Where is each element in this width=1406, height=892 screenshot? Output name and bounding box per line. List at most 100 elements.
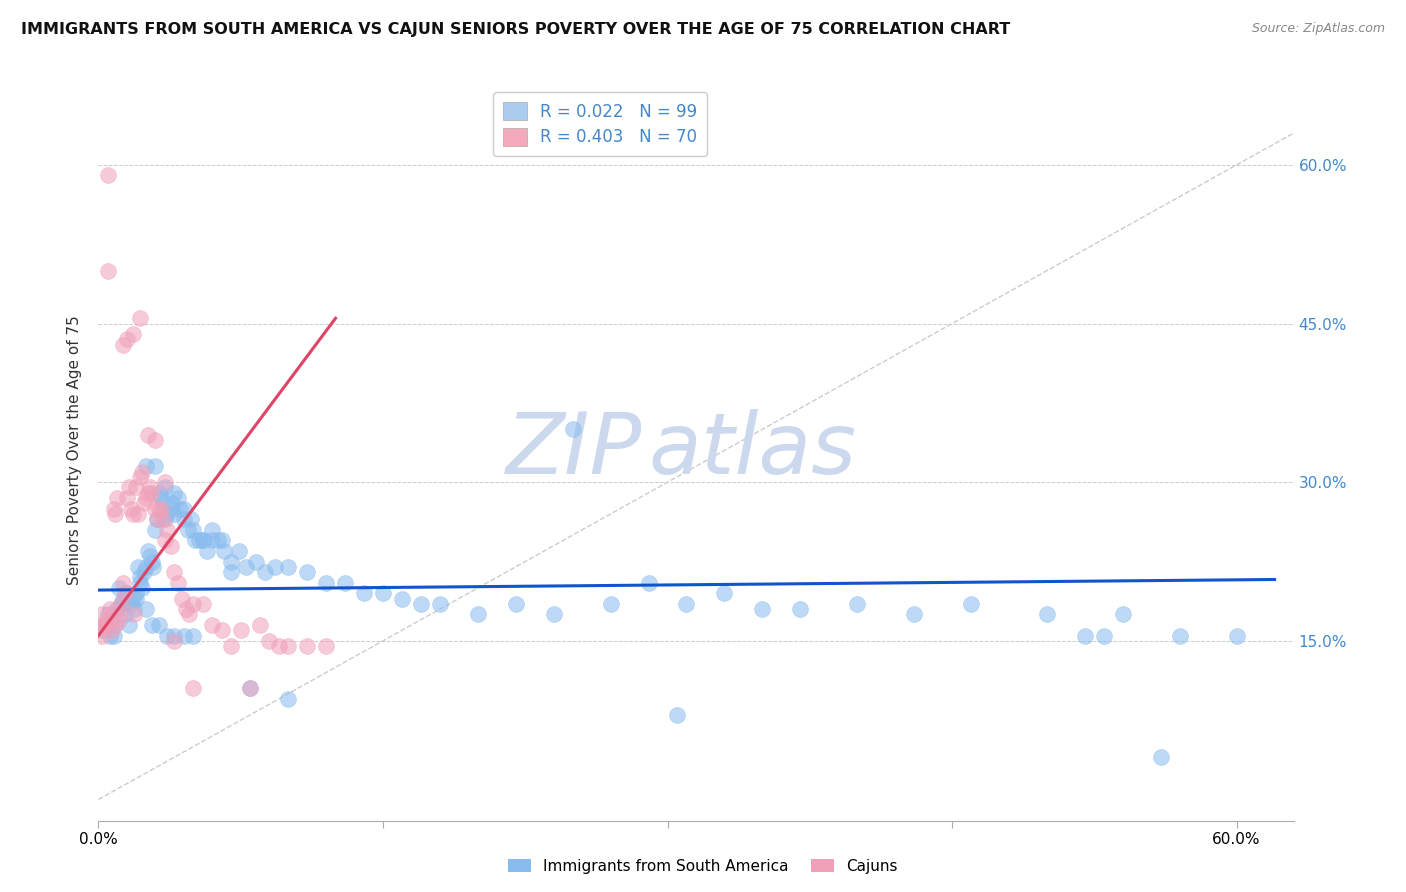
Point [132,565,155,579]
Point [188,533,211,548]
Point [713,586,735,600]
Legend: Immigrants from South America, Cajuns: Immigrants from South America, Cajuns [502,853,904,880]
Point [115,333,138,347]
Point [143,433,166,447]
Point [136,544,159,558]
Point [201,533,224,548]
Point [150,501,173,516]
Point [1092,628,1115,642]
Point [267,639,290,653]
Point [599,597,621,611]
Point [131,465,153,479]
Point [239,681,262,696]
Point [129,570,152,584]
Point [201,523,224,537]
Text: atlas: atlas [648,409,856,492]
Point [108,581,131,595]
Point [159,501,181,516]
Point [181,597,204,611]
Point [118,618,141,632]
Point [105,602,128,616]
Point [960,597,983,611]
Point [191,533,214,548]
Point [229,624,252,638]
Point [105,491,128,505]
Point [1226,628,1249,642]
Point [110,597,132,611]
Point [333,575,356,590]
Point [180,512,202,526]
Point [169,501,191,516]
Point [184,533,207,548]
Point [156,507,179,521]
Point [245,554,267,569]
Point [114,607,136,622]
Point [115,586,138,600]
Point [104,507,127,521]
Point [100,624,122,638]
Point [135,491,157,505]
Point [89,624,111,638]
Point [127,507,149,521]
Point [97,263,120,277]
Point [141,485,163,500]
Point [148,618,170,632]
Point [97,607,120,622]
Point [97,169,120,183]
Point [263,559,285,574]
Point [143,459,166,474]
Point [129,311,152,326]
Point [108,613,131,627]
Point [170,591,193,606]
Point [153,481,176,495]
Text: Source: ZipAtlas.com: Source: ZipAtlas.com [1251,22,1385,36]
Point [1074,628,1097,642]
Point [135,459,157,474]
Point [277,639,299,653]
Point [93,618,115,632]
Point [295,565,318,579]
Point [138,549,160,564]
Point [211,624,233,638]
Point [112,337,135,351]
Point [143,501,166,516]
Point [104,618,127,632]
Point [114,586,136,600]
Point [108,607,131,622]
Point [846,597,869,611]
Point [100,613,122,627]
Point [181,628,204,642]
Point [143,523,166,537]
Point [153,475,176,490]
Point [207,533,229,548]
Point [257,633,280,648]
Point [219,565,242,579]
Point [191,597,214,611]
Point [156,628,179,642]
Point [91,607,114,622]
Point [120,597,142,611]
Point [129,470,152,484]
Point [135,602,157,616]
Point [156,523,179,537]
Point [112,591,135,606]
Point [543,607,565,622]
Point [173,628,195,642]
Point [561,422,583,436]
Point [219,554,242,569]
Point [903,607,925,622]
Point [277,559,299,574]
Point [141,554,163,569]
Point [159,539,181,553]
Point [675,597,697,611]
Point [93,624,115,638]
Point [195,544,218,558]
Point [163,507,186,521]
Point [173,512,195,526]
Point [219,639,242,653]
Point [277,692,299,706]
Point [120,501,142,516]
Point [353,586,375,600]
Point [153,533,176,548]
Point [254,565,277,579]
